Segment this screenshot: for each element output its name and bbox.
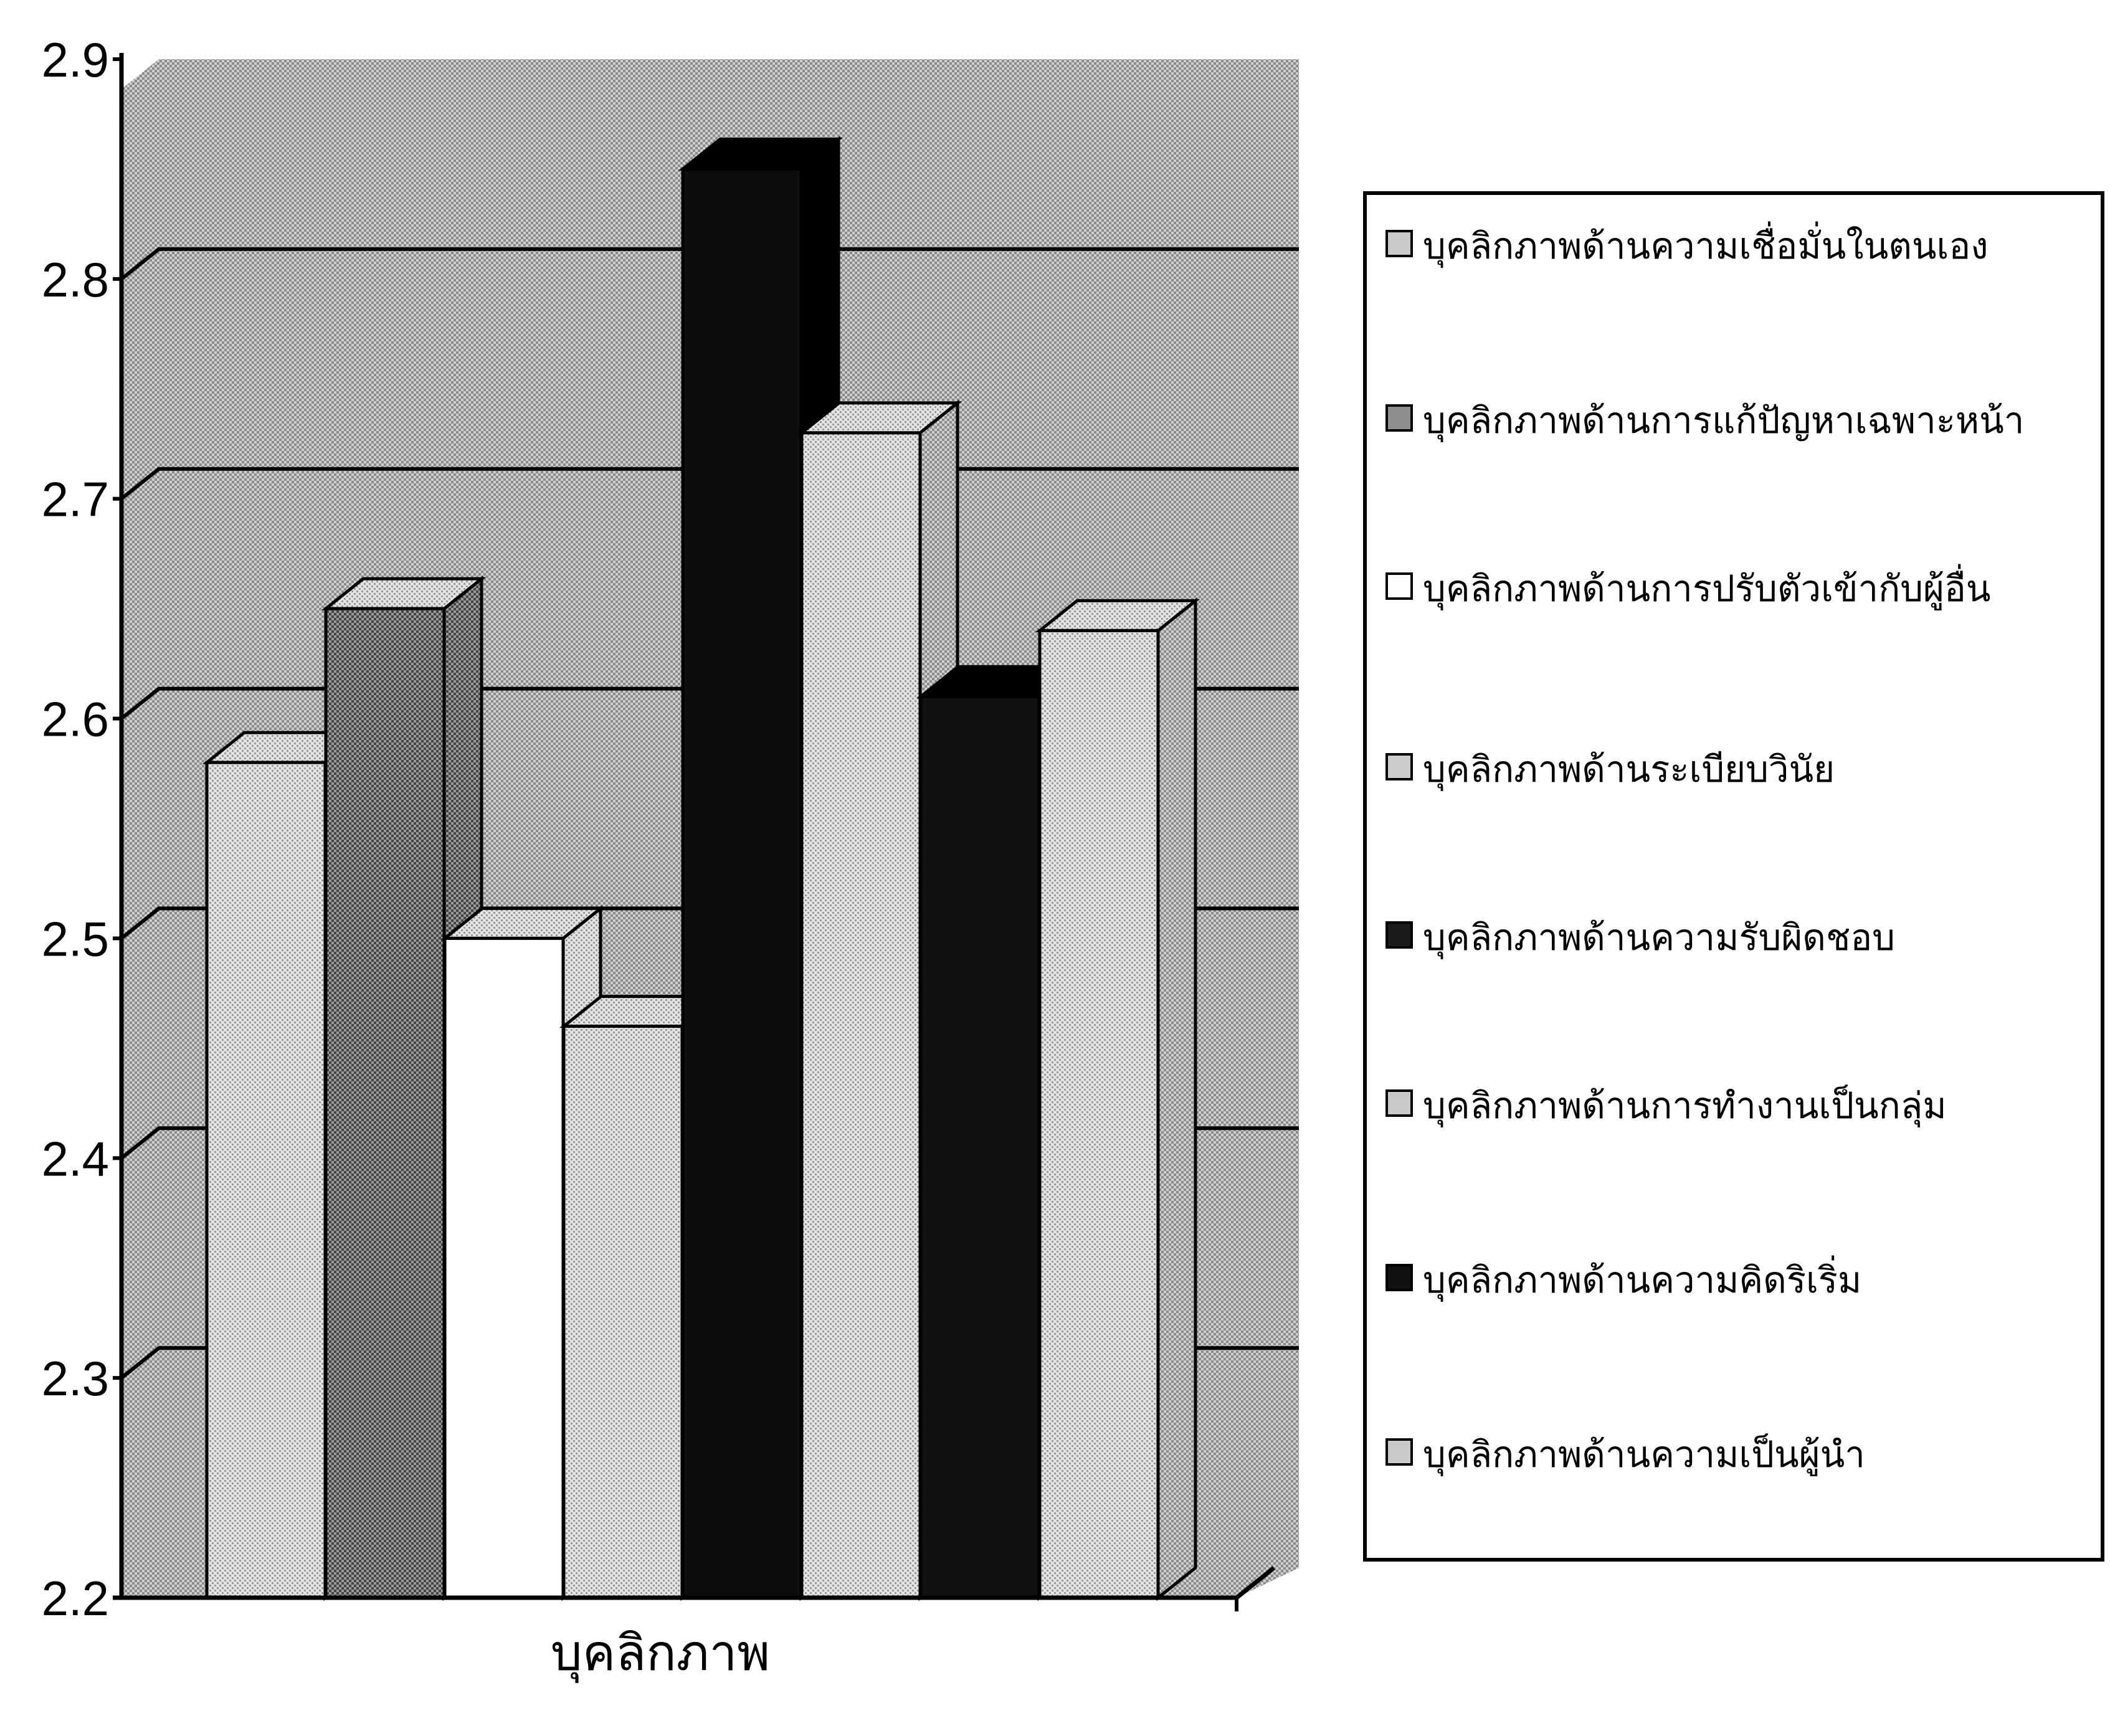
y-tick-label: 2.7	[42, 472, 109, 527]
legend-label: บุคลิกภาพด้านความรับผิดชอบ	[1423, 916, 1895, 959]
y-tick-label: 2.4	[42, 1131, 109, 1186]
legend-label: บุคลิกภาพด้านการแก้ปัญหาเฉพาะหน้า	[1423, 399, 2025, 442]
y-tick-label: 2.3	[42, 1351, 109, 1406]
legend-item: บุคลิกภาพด้านระเบียบวินัย	[1385, 743, 2083, 795]
legend-label: บุคลิกภาพด้านความคิดริเริ่ม	[1423, 1259, 1862, 1301]
legend-item: บุคลิกภาพด้านการทำงานเป็นกลุ่ม	[1385, 1079, 2110, 1132]
legend-label: บุคลิกภาพด้านระเบียบวินัย	[1423, 748, 1835, 790]
gridline	[120, 247, 1299, 281]
bar-front	[205, 761, 327, 1600]
y-tick-label: 2.6	[42, 692, 109, 747]
legend-swatch	[1385, 230, 1413, 257]
legend-label: บุคลิกภาพด้านความเชื่อมั่นในตนเอง	[1423, 225, 1989, 267]
y-tick-label: 2.9	[42, 32, 109, 87]
legend-swatch	[1385, 1264, 1413, 1291]
x-axis-label: บุคลิกภาพ	[550, 1624, 771, 1682]
legend-swatch	[1385, 1089, 1413, 1117]
floor-edge	[1235, 1566, 1276, 1600]
legend-item: บุคลิกภาพด้านความเป็นผู้นำ	[1385, 1428, 2083, 1481]
legend-item: บุคลิกภาพด้านความรับผิดชอบ	[1385, 911, 2083, 964]
bar-front	[800, 431, 922, 1600]
bar-side	[1156, 597, 1197, 1601]
bar-front	[324, 607, 446, 1600]
y-tick-label: 2.2	[42, 1571, 109, 1626]
legend-item: บุคลิกภาพด้านการปรับตัวเข้ากับผู้อื่น	[1385, 562, 2046, 615]
y-tick-label: 2.8	[42, 252, 109, 307]
bar-front	[919, 695, 1041, 1600]
legend: บุคลิกภาพด้านความเชื่อมั่นในตนเองบุคลิกภ…	[1363, 191, 2104, 1562]
bar-front	[443, 936, 565, 1600]
bar-front	[681, 167, 803, 1600]
legend-swatch	[1385, 753, 1413, 780]
legend-label: บุคลิกภาพด้านการทำงานเป็นกลุ่ม	[1423, 1084, 1947, 1127]
legend-swatch	[1385, 404, 1413, 432]
y-tick-label: 2.5	[42, 911, 109, 966]
bar	[1035, 597, 1200, 1601]
legend-label: บุคลิกภาพด้านการปรับตัวเข้ากับผู้อื่น	[1423, 567, 1991, 610]
bar-front	[562, 1025, 684, 1600]
legend-swatch	[1385, 921, 1413, 949]
legend-swatch	[1385, 1438, 1413, 1466]
legend-item: บุคลิกภาพด้านความเชื่อมั่นในตนเอง	[1385, 220, 2110, 272]
legend-swatch	[1385, 572, 1413, 600]
legend-label: บุคลิกภาพด้านความเป็นผู้นำ	[1423, 1433, 1865, 1476]
legend-item: บุคลิกภาพด้านความคิดริเริ่ม	[1385, 1254, 2083, 1306]
bar-front	[1038, 628, 1160, 1600]
legend-item: บุคลิกภาพด้านการแก้ปัญหาเฉพาะหน้า	[1385, 394, 2083, 447]
